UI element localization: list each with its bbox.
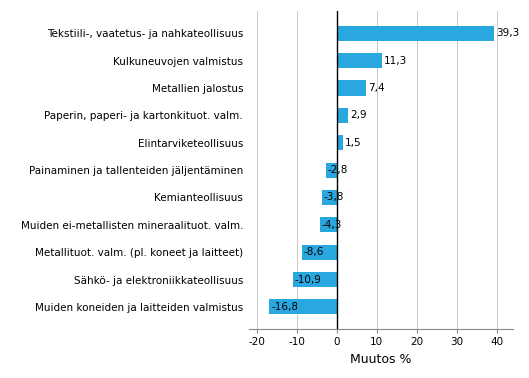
Bar <box>325 163 337 178</box>
Text: -4,3: -4,3 <box>321 220 342 230</box>
Bar <box>303 245 337 260</box>
Bar <box>337 53 382 68</box>
Text: -16,8: -16,8 <box>271 302 298 312</box>
Text: 2,9: 2,9 <box>350 110 367 120</box>
Text: 7,4: 7,4 <box>368 83 385 93</box>
Bar <box>320 217 337 232</box>
Bar <box>293 272 337 287</box>
Text: -10,9: -10,9 <box>295 274 322 285</box>
X-axis label: Muutos %: Muutos % <box>350 353 412 366</box>
Text: 11,3: 11,3 <box>384 56 407 66</box>
Bar <box>337 81 367 96</box>
Bar <box>337 135 343 150</box>
Text: -3,8: -3,8 <box>323 192 343 203</box>
Text: -2,8: -2,8 <box>327 165 348 175</box>
Text: -8,6: -8,6 <box>304 247 324 257</box>
Text: 39,3: 39,3 <box>496 28 519 38</box>
Bar <box>337 26 494 41</box>
Bar <box>337 108 349 123</box>
Bar <box>269 299 337 314</box>
Text: 1,5: 1,5 <box>344 138 361 148</box>
Bar <box>322 190 337 205</box>
